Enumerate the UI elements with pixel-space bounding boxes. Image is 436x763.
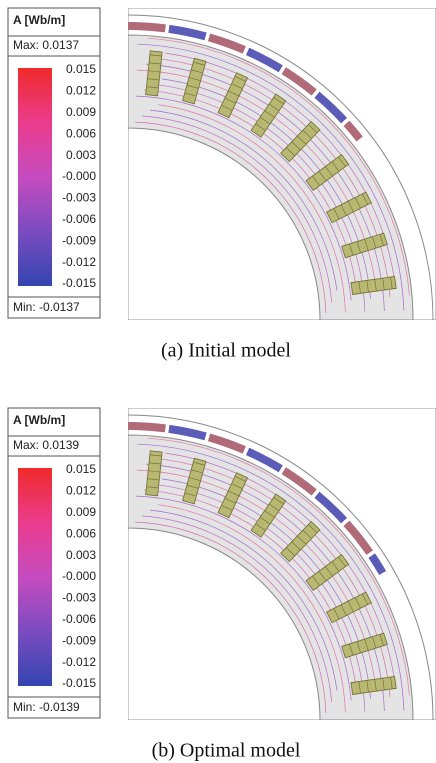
colorbar-tick-label: -0.003 (62, 591, 96, 605)
colorbar-tick-label: -0.006 (62, 612, 96, 626)
panel: A [Wb/m] Max: 0.0137 0.015 0.012 0.009 0.006 0… (8, 8, 436, 362)
legend-title: A [Wb/m] (13, 13, 65, 27)
colorbar-tick-label: 0.009 (66, 505, 96, 519)
colorbar-tick-label: -0.012 (62, 255, 96, 269)
legend-title: A [Wb/m] (13, 413, 65, 427)
legend-min: Min: -0.0137 (13, 300, 80, 314)
colorbar-tick-label: -0.000 (62, 569, 96, 583)
colorbar-tick-label: 0.012 (66, 84, 96, 98)
colorbar-tick-label: 0.009 (66, 105, 96, 119)
magnet (128, 426, 165, 428)
figure: A [Wb/m] Max: 0.0137 0.015 0.012 0.009 0.006 0… (0, 0, 436, 763)
caption: (b) Optimal model (152, 740, 301, 762)
colorbar-tick-label: 0.006 (66, 126, 96, 140)
colorbar-tick-label: -0.009 (62, 233, 96, 247)
colorbar-tick-label: -0.015 (62, 276, 96, 290)
colorbar-tick-label: 0.003 (66, 148, 96, 162)
caption: (a) Initial model (161, 340, 291, 362)
colorbar (18, 68, 52, 286)
colorbar-tick-label: -0.000 (62, 169, 96, 183)
colorbar-tick-label: -0.015 (62, 676, 96, 690)
magnet (128, 26, 165, 28)
colorbar-tick-label: -0.009 (62, 633, 96, 647)
colorbar-tick-label: -0.003 (62, 191, 96, 205)
colorbar-tick-label: 0.006 (66, 526, 96, 540)
colorbar (18, 468, 52, 686)
colorbar-tick-label: 0.015 (66, 62, 96, 76)
legend-max: Max: 0.0137 (13, 38, 79, 52)
field-plot (128, 408, 436, 720)
legend-max: Max: 0.0139 (13, 438, 79, 452)
colorbar-tick-label: 0.012 (66, 484, 96, 498)
colorbar-tick-label: -0.006 (62, 212, 96, 226)
legend-min: Min: -0.0139 (13, 700, 80, 714)
panel: A [Wb/m] Max: 0.0139 0.015 0.012 0.009 0.006 0… (8, 408, 436, 762)
colorbar-tick-label: 0.015 (66, 462, 96, 476)
field-plot (128, 8, 436, 320)
colorbar-tick-label: 0.003 (66, 548, 96, 562)
colorbar-tick-label: -0.012 (62, 655, 96, 669)
